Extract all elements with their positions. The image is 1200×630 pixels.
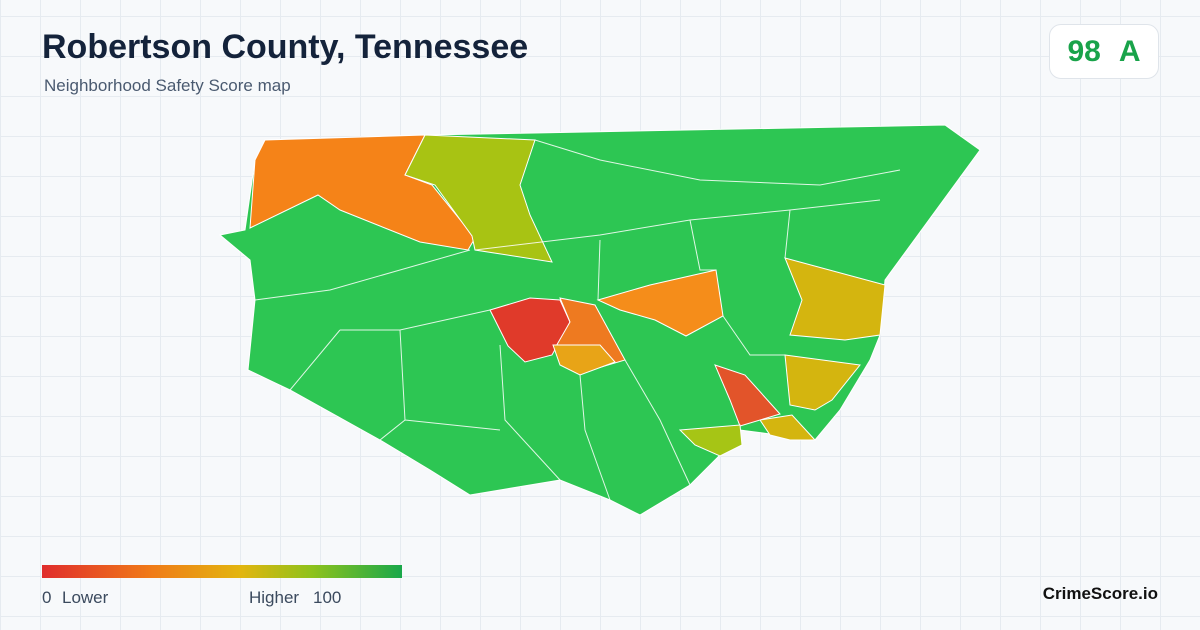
- region: [784, 257, 886, 341]
- brand: CrimeScore.io: [1042, 584, 1158, 603]
- boundary: [254, 139, 901, 501]
- legend-gradient: [42, 565, 402, 578]
- legend-min: 0: [42, 588, 52, 607]
- region: [404, 134, 553, 263]
- score-card: 98 A: [1049, 24, 1159, 79]
- subtitle: Neighborhood Safety Score map: [44, 76, 291, 95]
- region: [552, 344, 616, 376]
- region: [759, 414, 817, 441]
- legend-max-label: Higher: [249, 588, 300, 607]
- legend-min-label: Lower: [62, 588, 109, 607]
- region: [714, 364, 781, 427]
- region: [596, 269, 724, 337]
- region: [784, 354, 861, 411]
- region: [678, 424, 743, 457]
- score-grade: A: [1118, 34, 1141, 68]
- legend-max: 100: [313, 588, 342, 607]
- title: Robertson County, Tennessee: [42, 28, 529, 66]
- score-value: 98: [1067, 34, 1101, 68]
